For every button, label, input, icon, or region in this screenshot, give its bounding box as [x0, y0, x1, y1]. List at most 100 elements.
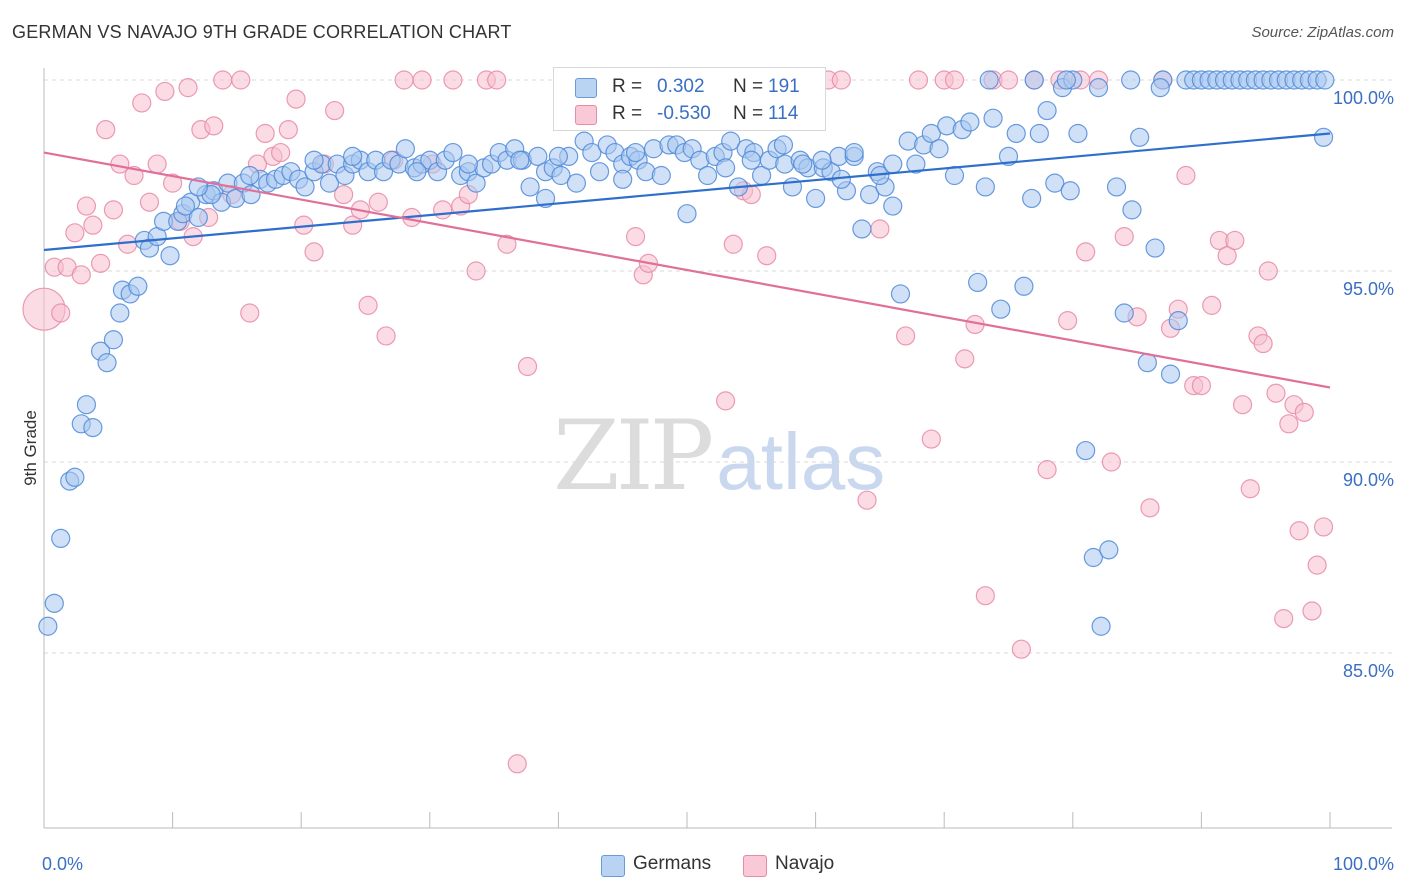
- germans-point: [883, 196, 903, 216]
- navajo-point: [507, 754, 527, 774]
- navajo-point: [625, 227, 646, 247]
- germans-point: [535, 188, 556, 209]
- x-tick-label: 0.0%: [42, 854, 83, 874]
- navajo-point: [278, 120, 298, 140]
- navajo-point: [1274, 609, 1294, 629]
- germans-point: [1045, 173, 1065, 193]
- navajo-point: [715, 391, 736, 411]
- r-value: -0.530: [657, 103, 711, 124]
- germans-point: [304, 150, 324, 170]
- navajo-point: [757, 246, 777, 266]
- navajo-point: [517, 356, 538, 377]
- navajo-point: [1289, 521, 1309, 541]
- germans-point: [812, 150, 832, 170]
- navajo-point: [497, 234, 517, 254]
- germans-point: [528, 146, 548, 166]
- navajo-point: [1307, 555, 1327, 575]
- germans-point: [589, 162, 610, 182]
- germans-point: [793, 154, 813, 174]
- navajo-point: [255, 123, 275, 144]
- navajo-swatch: [575, 105, 597, 125]
- r-label: R =: [612, 103, 643, 124]
- germans-point: [175, 196, 196, 216]
- germans-point: [741, 150, 761, 170]
- germans-point: [1315, 70, 1335, 90]
- germans-point: [625, 142, 646, 163]
- germans-point: [1068, 123, 1088, 144]
- navajo-point: [1302, 601, 1322, 621]
- navajo-point: [1202, 295, 1222, 315]
- germans-point: [975, 177, 995, 197]
- navajo-point: [1191, 376, 1212, 396]
- navajo-point: [870, 219, 890, 239]
- navajo-point: [1140, 498, 1160, 518]
- germans-point: [343, 146, 363, 166]
- germans-point: [240, 165, 260, 186]
- navajo-point: [163, 173, 183, 193]
- navajo-point: [204, 116, 224, 136]
- navajo-point: [117, 234, 138, 254]
- germans-points: [38, 70, 1335, 636]
- n-value: 191: [768, 76, 800, 97]
- germans-point: [1130, 127, 1150, 147]
- navajo-point: [908, 70, 929, 90]
- n-label: N =: [733, 103, 764, 124]
- navajo-point: [443, 70, 463, 90]
- y-axis-label: 9th Grade: [21, 410, 40, 486]
- germans-point: [582, 142, 602, 163]
- germans-point: [929, 139, 949, 159]
- r-value: 0.302: [657, 76, 705, 97]
- germans-point: [906, 154, 926, 174]
- germans-point: [1076, 440, 1096, 461]
- axes: [43, 68, 1392, 829]
- y-tick-label: 85.0%: [1343, 661, 1394, 681]
- tick-labels: 100.0% 95.0% 90.0% 85.0% 0.0% 100.0% 9th Grade: [21, 88, 1394, 874]
- navajo-point: [998, 70, 1019, 90]
- n-value: 114: [768, 103, 799, 124]
- navajo-point: [975, 586, 995, 606]
- navajo-point: [1225, 230, 1245, 251]
- germans-point: [651, 165, 671, 186]
- germans-point: [83, 418, 103, 438]
- navajo-point: [1217, 246, 1237, 266]
- source-credit: Source: ZipAtlas.com: [1251, 24, 1394, 41]
- navajo-point: [76, 196, 97, 216]
- legend-label-germans: Germans: [633, 853, 712, 874]
- germans-point: [983, 108, 1003, 128]
- germans-point: [295, 177, 315, 197]
- navajo-point: [1011, 639, 1031, 659]
- germans-point: [944, 165, 965, 186]
- navajo-point: [51, 303, 71, 323]
- navajo-point: [394, 70, 414, 90]
- n-label: N =: [733, 76, 764, 97]
- navajo-point: [896, 326, 916, 346]
- germans-point: [128, 276, 148, 296]
- germans-point: [1121, 70, 1141, 90]
- germans-point: [65, 467, 85, 487]
- navajo-point: [358, 295, 378, 315]
- germans-point: [1022, 188, 1042, 209]
- germans-point: [395, 139, 415, 159]
- germans-legend-swatch: [601, 855, 625, 877]
- germans-point: [998, 146, 1019, 166]
- germans-point: [1168, 311, 1188, 331]
- navajo-point: [487, 70, 507, 90]
- chart-title: GERMAN VS NAVAJO 9TH GRADE CORRELATION C…: [12, 22, 512, 42]
- navajo-point: [831, 70, 851, 90]
- germans-point: [97, 353, 117, 373]
- navajo-point: [213, 70, 233, 90]
- stats-legend: R = 0.302 N = 191 R = -0.530 N = 114: [553, 67, 826, 131]
- germans-point: [51, 528, 71, 549]
- navajo-points: [22, 70, 1334, 774]
- navajo-point: [857, 490, 877, 510]
- germans-point: [1313, 127, 1334, 147]
- watermark-atlas: atlas: [716, 417, 886, 506]
- germans-point: [551, 165, 571, 186]
- germans-point: [1145, 238, 1165, 258]
- navajo-point: [103, 200, 124, 220]
- germans-point: [76, 395, 97, 415]
- navajo-point: [1240, 479, 1260, 499]
- y-tick-label: 90.0%: [1343, 470, 1394, 490]
- germans-point: [520, 177, 540, 197]
- germans-point: [407, 162, 427, 182]
